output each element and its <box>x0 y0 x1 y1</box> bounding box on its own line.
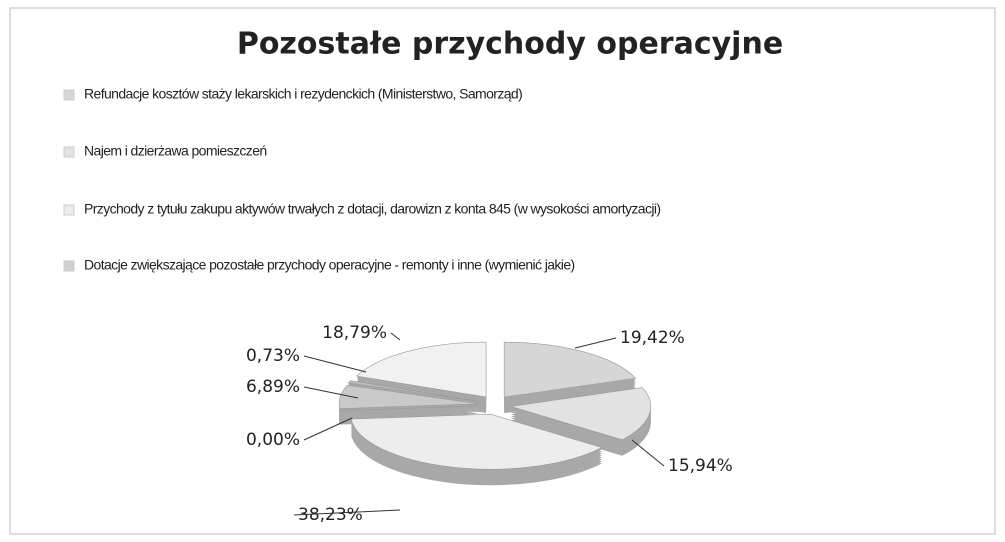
data-label: 38,23% <box>298 505 363 525</box>
slice <box>350 413 603 470</box>
legend-label: Dotacje zwiększające pozostałe przychody… <box>84 257 575 273</box>
leader-line <box>303 417 353 441</box>
leader-line <box>303 386 359 399</box>
slice <box>510 387 652 441</box>
slice <box>503 341 637 398</box>
legend-label: Najem i dzierżawa pomieszczeń <box>84 143 267 159</box>
leader-line <box>574 337 617 349</box>
data-label: 19,42% <box>620 328 685 348</box>
data-label: 15,94% <box>668 456 733 476</box>
legend-swatch <box>63 89 75 101</box>
legend-label: Refundacje kosztów staży lekarskich i re… <box>84 86 522 102</box>
data-label: 0,73% <box>246 346 300 366</box>
leader-line <box>303 355 367 373</box>
slice <box>347 380 481 402</box>
legend-swatch <box>63 146 75 158</box>
slice <box>339 405 480 412</box>
legend-label: Przychody z tytułu zakupu aktywów trwały… <box>84 201 660 217</box>
data-label: 18,79% <box>322 323 387 343</box>
leader-line <box>390 332 401 341</box>
data-label: 6,89% <box>246 377 300 397</box>
chart-title: Pozostałe przychody operacyjne <box>237 27 783 62</box>
slice <box>338 384 480 409</box>
legend-swatch <box>63 260 75 272</box>
leader-line <box>293 509 401 516</box>
legend-swatch <box>63 204 75 216</box>
data-label: 0,00% <box>246 430 300 450</box>
leader-line <box>631 439 665 467</box>
